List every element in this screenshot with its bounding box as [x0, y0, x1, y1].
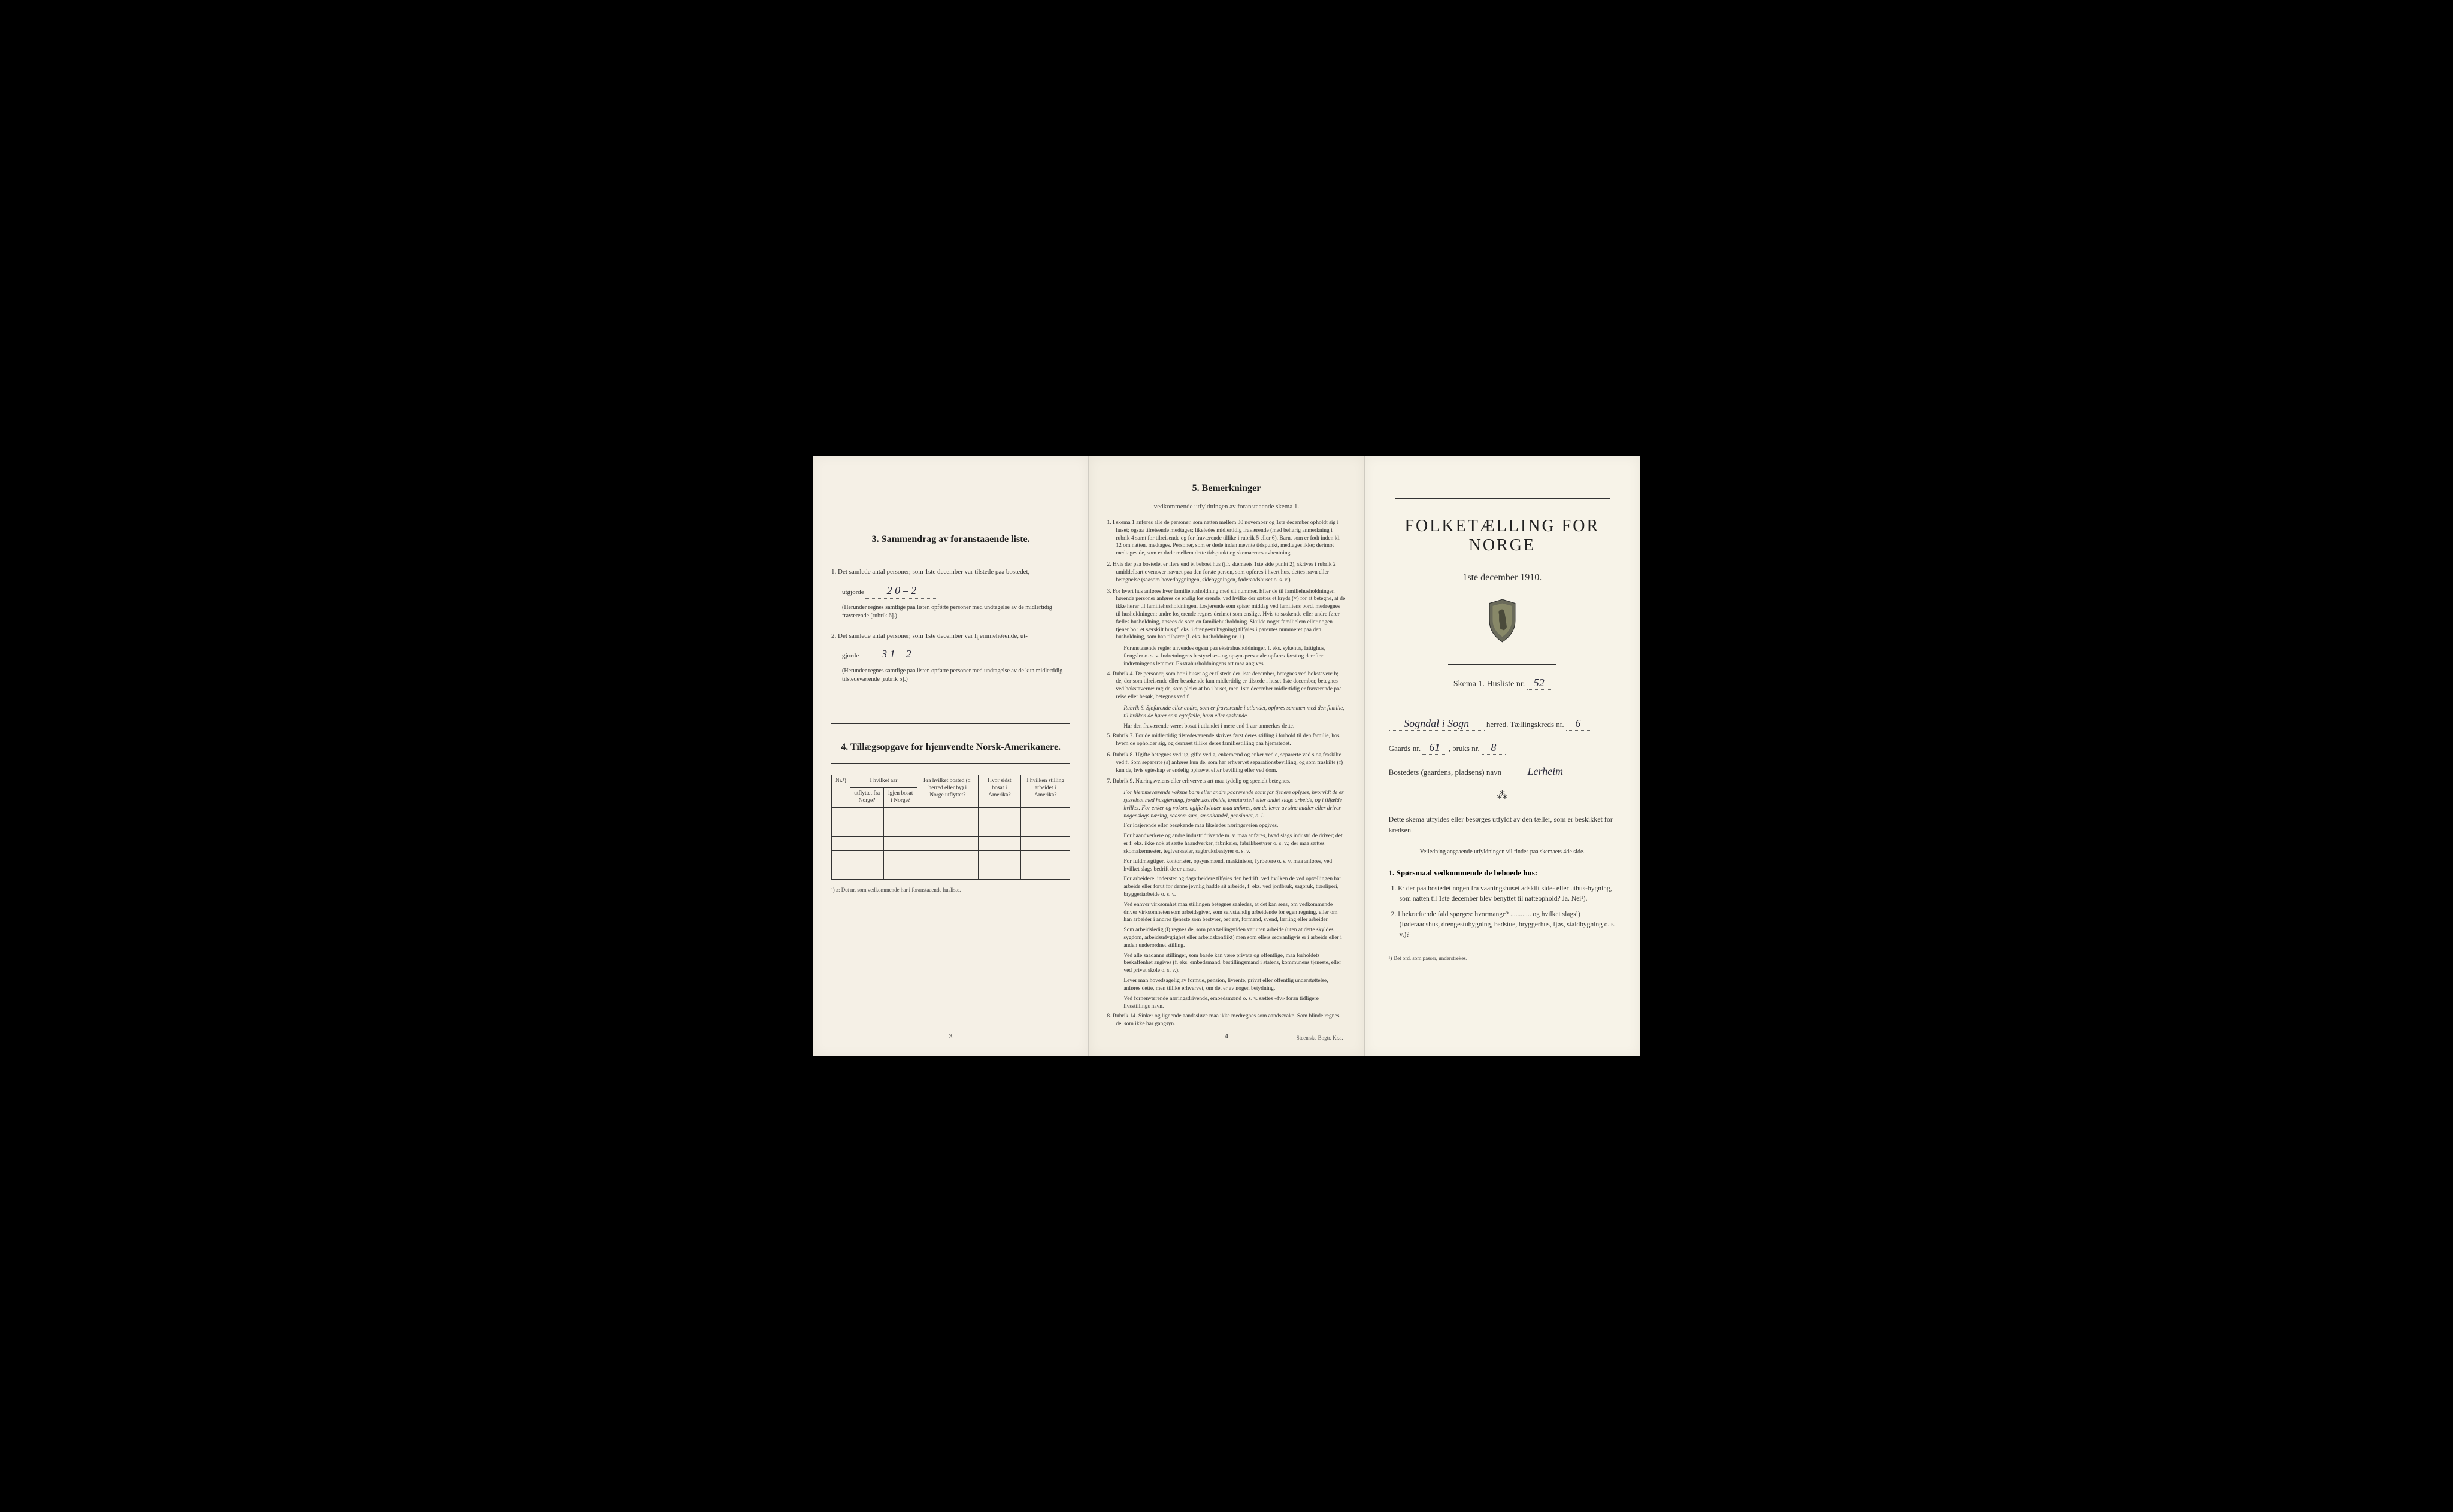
bem-7g: Som arbeidsledig (l) regnes de, som paa … [1107, 926, 1346, 949]
th-stilling: I hvilken stilling arbeidet i Amerika? [1021, 775, 1070, 808]
th-igjen: igjen bosat i Norge? [884, 788, 917, 808]
bruks-nr-value: 8 [1482, 741, 1506, 755]
sec3-item2-value: 3 1 – 2 [861, 647, 932, 662]
gaard-line: Gaards nr. 61 , bruks nr. 8 [1383, 741, 1622, 755]
table-row [832, 851, 1070, 865]
bem-4b: Har den fraværende været bosat i utlande… [1107, 723, 1346, 731]
sec3-item2-line2: gjorde 3 1 – 2 [831, 647, 1070, 662]
section-4-title: 4. Tillægsopgave for hjemvendte Norsk-Am… [831, 742, 1070, 753]
right-footnote: ¹) Det ord, som passer, understrekes. [1389, 955, 1616, 961]
section-5-subtitle: vedkommende utfyldningen av foranstaaend… [1107, 503, 1346, 510]
gaard-nr-value: 61 [1422, 741, 1446, 755]
bem-7d: For fuldmægtiger, kontorister, opsynsmæn… [1107, 858, 1346, 874]
guidance-text: Veiledning angaaende utfyldningen vil fi… [1389, 847, 1616, 856]
sec3-item2-paren: (Herunder regnes samtlige paa listen opf… [831, 667, 1070, 684]
herred-value: Sogndal i Sogn [1389, 717, 1485, 731]
th-aar-group: I hvilket aar [850, 775, 917, 788]
page-number-left: 3 [949, 1032, 953, 1041]
bem-4a: Rubrik 6. Sjøfarende eller andre, som er… [1107, 705, 1346, 720]
sec3-item1-line2: utgjorde 2 0 – 2 [831, 583, 1070, 599]
page-right: FOLKETÆLLING FOR NORGE 1ste december 191… [1365, 456, 1640, 1056]
bosted-value: Lerheim [1503, 765, 1587, 778]
sec3-item1-text: 1. Det samlede antal personer, som 1ste … [831, 568, 1029, 575]
section-3-title: 3. Sammendrag av foranstaaende liste. [831, 534, 1070, 545]
coat-of-arms-icon [1383, 598, 1622, 646]
bem-7j: Ved forhenværende næringsdrivende, embed… [1107, 995, 1346, 1011]
printer-mark: Steen'ske Bogtr. Kr.a. [1297, 1035, 1343, 1041]
sec3-item1: 1. Det samlede antal personer, som 1ste … [831, 567, 1070, 577]
bem-7a: For hjemmeværende voksne barn eller andr… [1107, 789, 1346, 820]
bem-item-3: 3. For hvert hus anføres hver familiehus… [1107, 588, 1346, 642]
instruction-text: Dette skema utfyldes eller besørges utfy… [1389, 814, 1616, 835]
herred-line: Sogndal i Sogn herred. Tællingskreds nr.… [1383, 717, 1622, 731]
bem-item-2: 2. Hvis der paa bostedet er flere end ét… [1107, 561, 1346, 584]
questions-heading: 1. Spørsmaal vedkommende de beboede hus: [1389, 868, 1616, 878]
ornament-icon: ⁂ [1383, 789, 1622, 802]
th-amerika: Hvor sidst bosat i Amerika? [978, 775, 1021, 808]
bem-item-4: 4. Rubrik 4. De personer, som bor i huse… [1107, 671, 1346, 701]
document-spread: 3. Sammendrag av foranstaaende liste. 1.… [813, 456, 1640, 1056]
question-1: 1. Er der paa bostedet nogen fra vaaning… [1400, 884, 1616, 905]
top-rule [1395, 498, 1610, 499]
bem-7h: Ved alle saadanne stillinger, som baade … [1107, 952, 1346, 975]
bem-7c: For haandverkere og andre industridriven… [1107, 832, 1346, 855]
bem-7e: For arbeidere, inderster og dagarbeidere… [1107, 875, 1346, 898]
bosted-line: Bostedets (gaardens, pladsens) navn Lerh… [1383, 765, 1622, 778]
bem-item-8: 8. Rubrik 14. Sinker og lignende aandssl… [1107, 1013, 1346, 1028]
table-row [832, 837, 1070, 851]
th-bosted: Fra hvilket bosted (ɔ: herred eller by) … [917, 775, 978, 808]
sec3-item2: 2. Det samlede antal personer, som 1ste … [831, 631, 1070, 641]
husliste-nr-value: 52 [1527, 677, 1551, 690]
table-row [832, 808, 1070, 822]
bem-7i: Lever man hovedsagelig av formue, pensio… [1107, 977, 1346, 993]
amerikanere-table: Nr.¹) I hvilket aar Fra hvilket bosted (… [831, 775, 1070, 880]
page-number-middle: 4 [1225, 1032, 1228, 1041]
bem-item-1: 1. I skema 1 anføres alle de personer, s… [1107, 519, 1346, 557]
page-middle: 5. Bemerkninger vedkommende utfyldningen… [1089, 456, 1364, 1056]
question-2: 2. I bekræftende fald spørges: hvormange… [1400, 910, 1616, 941]
th-nr: Nr.¹) [832, 775, 850, 808]
page-left: 3. Sammendrag av foranstaaende liste. 1.… [813, 456, 1089, 1056]
date-line: 1ste december 1910. [1383, 572, 1622, 583]
table-row [832, 822, 1070, 837]
kreds-nr-value: 6 [1566, 717, 1590, 731]
table-body [832, 808, 1070, 880]
bem-item-6: 6. Rubrik 8. Ugifte betegnes ved ug, gif… [1107, 752, 1346, 774]
rule [831, 723, 1070, 724]
th-utflyttet: utflyttet fra Norge? [850, 788, 883, 808]
sec3-item1-paren: (Herunder regnes samtlige paa listen opf… [831, 604, 1070, 620]
sec3-item2-text: 2. Det samlede antal personer, som 1ste … [831, 632, 1028, 640]
rule [831, 763, 1070, 764]
bem-item-7: 7. Rubrik 9. Næringsveiens eller erhverv… [1107, 778, 1346, 786]
bem-item-5: 5. Rubrik 7. For de midlertidig tilstede… [1107, 732, 1346, 748]
table-row [832, 865, 1070, 880]
section-5-title: 5. Bemerkninger [1107, 483, 1346, 494]
table-footnote: ¹) ɔ: Det nr. som vedkommende har i fora… [831, 887, 1070, 893]
sec3-item1-value: 2 0 – 2 [865, 583, 937, 599]
bem-7b: For losjerende eller besøkende maa likel… [1107, 822, 1346, 830]
bem-3a: Foranstaaende regler anvendes ogsaa paa … [1107, 645, 1346, 668]
crest-rule [1448, 664, 1556, 665]
bem-7f: Ved enhver virksomhet maa stillingen bet… [1107, 901, 1346, 924]
skema-line: Skema 1. Husliste nr. 52 [1383, 677, 1622, 690]
main-title: FOLKETÆLLING FOR NORGE [1383, 517, 1622, 555]
